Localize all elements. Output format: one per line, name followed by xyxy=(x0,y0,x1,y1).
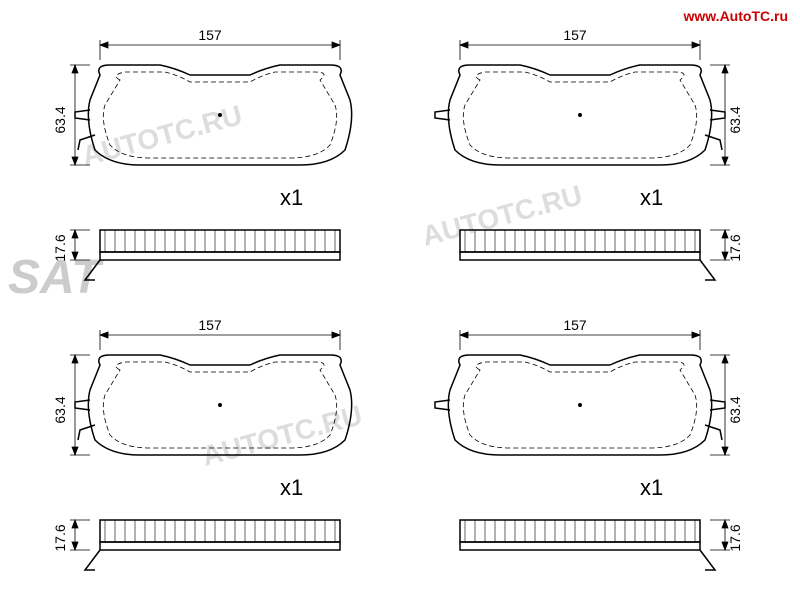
dim-width: 157 xyxy=(198,317,222,333)
pad-svg-1: 157 63.4 x1 17.6 xyxy=(20,20,400,300)
qty-label: x1 xyxy=(640,185,663,210)
dim-thickness: 17.6 xyxy=(52,234,68,261)
qty-label: x1 xyxy=(280,475,303,500)
dim-width: 157 xyxy=(563,317,587,333)
drawing-canvas: www.AutoTC.ru SAT AUTOTC.RU AUTOTC.RU AU… xyxy=(0,0,800,600)
pad-view-2: 157 63.4 x1 17.6 xyxy=(400,20,780,300)
pad-view-3: 157 63.4 x1 17.6 xyxy=(20,310,400,590)
dim-height: 63.4 xyxy=(52,106,68,133)
dim-width: 157 xyxy=(563,27,587,43)
dim-height: 63.4 xyxy=(727,106,743,133)
qty-label: x1 xyxy=(280,185,303,210)
pad-svg-3: 157 63.4 x1 17.6 xyxy=(20,310,400,590)
pad-svg-2: 157 63.4 x1 17.6 xyxy=(400,20,780,300)
pad-view-4: 157 63.4 x1 17.6 xyxy=(400,310,780,590)
pad-view-1: 157 63.4 x1 17.6 xyxy=(20,20,400,300)
dim-thickness: 17.6 xyxy=(727,524,743,551)
dim-height: 63.4 xyxy=(727,396,743,423)
qty-label: x1 xyxy=(640,475,663,500)
dim-thickness: 17.6 xyxy=(727,234,743,261)
dim-height: 63.4 xyxy=(52,396,68,423)
dim-width: 157 xyxy=(198,27,222,43)
dim-thickness: 17.6 xyxy=(52,524,68,551)
source-url: www.AutoTC.ru xyxy=(684,8,788,24)
pad-svg-4: 157 63.4 x1 17.6 xyxy=(400,310,780,590)
